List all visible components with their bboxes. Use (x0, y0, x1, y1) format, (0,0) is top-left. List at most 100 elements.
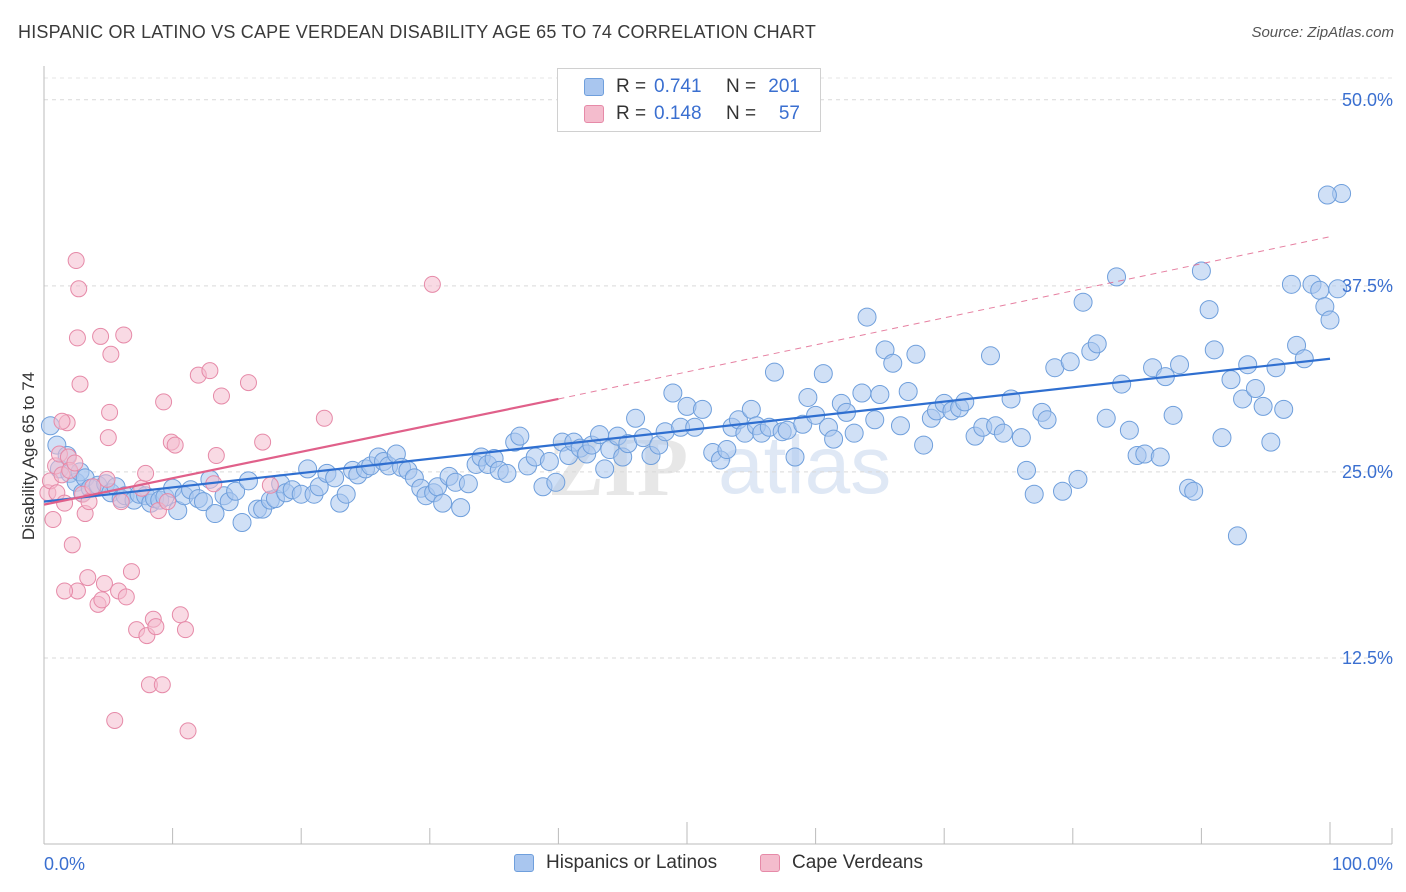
data-point-hispanics (890, 416, 910, 436)
data-point-cape-verdeans (93, 591, 111, 609)
data-point-cape-verdeans (112, 493, 130, 511)
data-point-cape-verdeans (115, 326, 133, 344)
data-point-hispanics (325, 468, 345, 488)
data-point-cape-verdeans (95, 575, 113, 593)
legend-r-value: 0.741 (654, 76, 702, 97)
data-point-cape-verdeans (153, 676, 171, 694)
data-point-hispanics (1294, 349, 1314, 369)
data-point-hispanics (857, 307, 877, 327)
data-point-hispanics (980, 346, 1000, 366)
data-point-hispanics (717, 440, 737, 460)
data-point-hispanics (1163, 405, 1183, 425)
data-point-cape-verdeans (56, 582, 74, 600)
stats-legend: R = 0.741 N = 201 R = 0.148 N = 57 (557, 68, 821, 132)
data-point-cape-verdeans (53, 412, 71, 430)
data-point-cape-verdeans (315, 409, 333, 427)
data-point-cape-verdeans (254, 433, 272, 451)
data-point-hispanics (193, 492, 213, 512)
data-point-hispanics (764, 362, 784, 382)
data-point-hispanics (433, 493, 453, 513)
data-point-hispanics (663, 383, 683, 403)
data-point-hispanics (1204, 340, 1224, 360)
data-point-hispanics (451, 498, 471, 518)
data-point-cape-verdeans (63, 536, 81, 554)
data-point-hispanics (1096, 408, 1116, 428)
data-point-cape-verdeans (101, 403, 119, 421)
data-point-hispanics (1227, 526, 1247, 546)
data-point-cape-verdeans (207, 447, 225, 465)
legend-swatch-pink (584, 105, 604, 123)
data-point-hispanics (1310, 280, 1330, 300)
legend-row-cape-verdeans: R = 0.148 N = 57 (584, 102, 800, 126)
data-point-cape-verdeans (147, 618, 165, 636)
trend-lines (43, 236, 1331, 506)
data-point-hispanics (1011, 428, 1031, 448)
legend-n-value: 57 (778, 103, 800, 124)
data-point-hispanics (1107, 267, 1127, 287)
data-point-cape-verdeans (239, 374, 257, 392)
data-point-hispanics (1017, 460, 1037, 480)
data-point-hispanics (633, 428, 653, 448)
data-point-hispanics (1281, 274, 1301, 294)
data-point-hispanics (458, 474, 478, 494)
legend-r-label: R = (616, 76, 647, 97)
data-point-hispanics (870, 384, 890, 404)
legend-swatch-blue (514, 854, 534, 872)
data-point-hispanics (1184, 481, 1204, 501)
data-point-hispanics (1135, 444, 1155, 464)
data-point-cape-verdeans (66, 454, 84, 472)
data-point-hispanics (595, 459, 615, 479)
data-point-hispanics (844, 423, 864, 443)
data-point-hispanics (1073, 292, 1093, 312)
data-point-cape-verdeans (261, 476, 279, 494)
data-point-cape-verdeans (158, 493, 176, 511)
y-tick-label: 25.0% (1342, 462, 1393, 482)
data-point-hispanics (865, 410, 885, 430)
data-point-cape-verdeans (67, 252, 85, 270)
legend-label-cape-verdeans: Cape Verdeans (792, 852, 923, 873)
data-point-hispanics (1212, 428, 1232, 448)
chart-title: HISPANIC OR LATINO VS CAPE VERDEAN DISAB… (18, 22, 817, 42)
data-point-hispanics (1119, 420, 1139, 440)
legend-label-hispanics: Hispanics or Latinos (546, 852, 718, 873)
data-point-cape-verdeans (56, 494, 74, 512)
data-point-hispanics (546, 472, 566, 492)
data-point-hispanics (1320, 310, 1340, 330)
series-legend: Hispanics or Latinos Cape Verdeans (0, 852, 1406, 878)
x-tick-label: 100.0% (1332, 854, 1393, 874)
data-point-hispanics (1221, 370, 1241, 390)
data-point-hispanics (626, 408, 646, 428)
data-point-cape-verdeans (122, 563, 140, 581)
data-point-cape-verdeans (70, 280, 88, 298)
data-point-cape-verdeans (179, 722, 197, 740)
axes (43, 66, 1393, 845)
y-axis-label: Disability Age 65 to 74 (19, 372, 38, 540)
data-point-hispanics (1199, 300, 1219, 320)
trend-line-hispanics (43, 357, 1331, 503)
trend-line-cape-verdeans-extension (558, 236, 1331, 400)
legend-item-hispanics[interactable]: Hispanics or Latinos (514, 852, 717, 874)
legend-item-cape-verdeans[interactable]: Cape Verdeans (760, 852, 923, 874)
data-point-hispanics (1253, 396, 1273, 416)
trend-line-cape-verdeans (43, 397, 559, 506)
data-point-hispanics (497, 463, 517, 483)
data-point-hispanics (1053, 481, 1073, 501)
data-point-hispanics (852, 383, 872, 403)
data-point-cape-verdeans (92, 327, 110, 345)
data-point-hispanics (1170, 355, 1190, 375)
data-point-cape-verdeans (171, 606, 189, 624)
x-tick-label: 0.0% (44, 854, 85, 874)
data-point-hispanics (1068, 469, 1088, 489)
legend-r-label: R = (616, 103, 647, 124)
data-point-hispanics (692, 399, 712, 419)
legend-swatch-pink (760, 854, 780, 872)
data-point-hispanics (741, 399, 761, 419)
data-point-hispanics (510, 426, 530, 446)
data-point-hispanics (955, 392, 975, 412)
data-point-hispanics (1261, 432, 1281, 452)
data-point-hispanics (298, 459, 318, 479)
data-point-hispanics (539, 451, 559, 471)
data-point-hispanics (1317, 185, 1337, 205)
data-point-hispanics (1060, 352, 1080, 372)
